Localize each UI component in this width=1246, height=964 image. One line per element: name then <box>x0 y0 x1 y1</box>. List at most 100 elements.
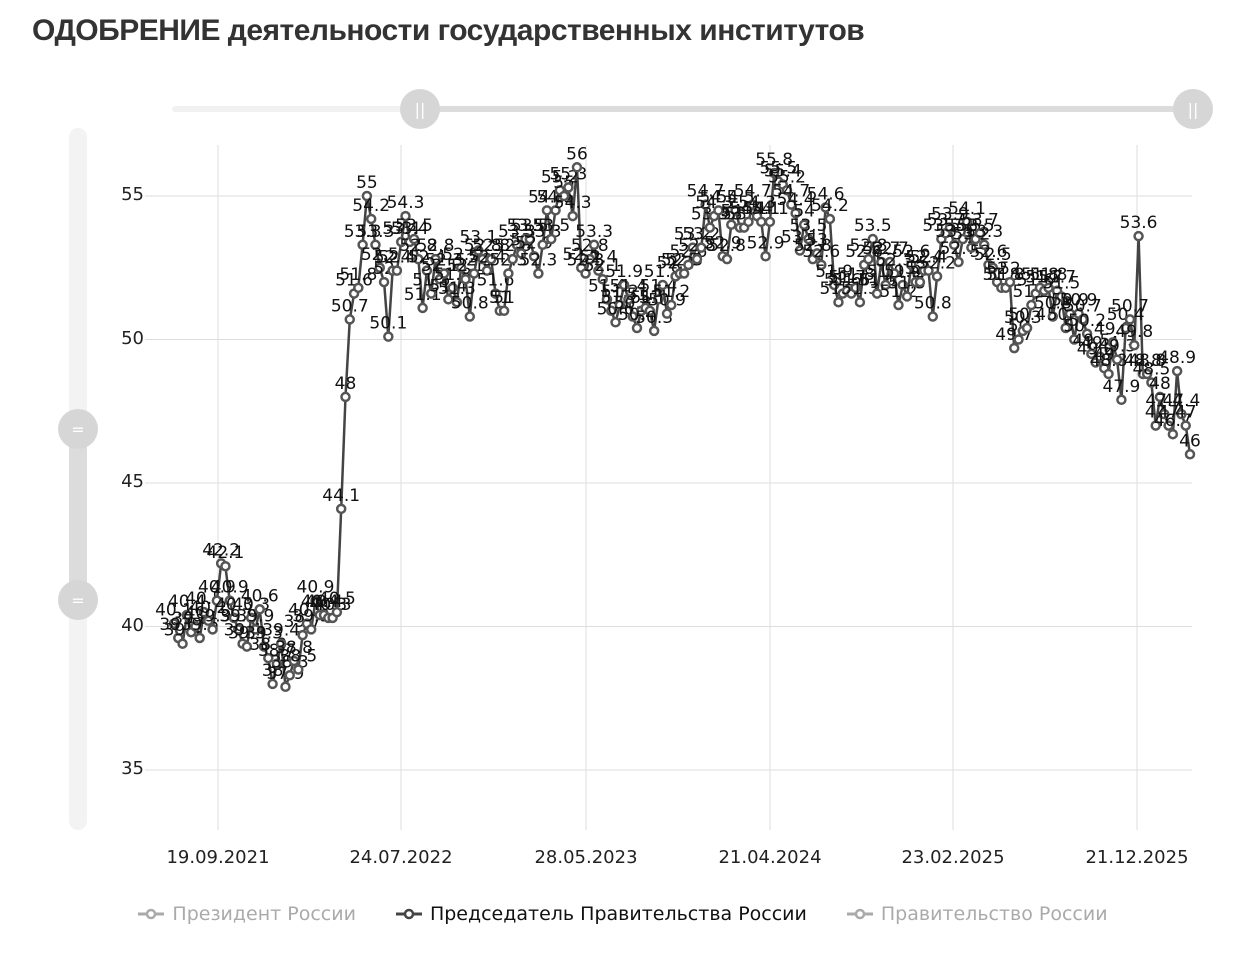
data-point[interactable] <box>863 253 874 265</box>
data-point[interactable] <box>498 305 510 317</box>
data-point[interactable] <box>297 629 308 641</box>
data-point[interactable] <box>1094 351 1106 362</box>
data-point[interactable] <box>293 664 304 675</box>
x-range-end-handle[interactable]: || <box>1173 89 1213 129</box>
data-point[interactable] <box>1081 328 1093 340</box>
data-point[interactable] <box>378 276 390 288</box>
data-point[interactable] <box>906 259 917 271</box>
data-point[interactable] <box>606 305 617 317</box>
data-point[interactable] <box>820 202 831 213</box>
data-point[interactable] <box>271 658 283 670</box>
data-point[interactable] <box>1120 322 1131 334</box>
data-point[interactable] <box>1184 449 1196 460</box>
data-point[interactable] <box>365 213 377 225</box>
data-point[interactable] <box>353 282 364 294</box>
data-point[interactable] <box>447 282 458 294</box>
data-point[interactable] <box>610 317 621 328</box>
data-point[interactable] <box>1086 348 1097 360</box>
data-point[interactable] <box>1047 311 1059 322</box>
data-point[interactable] <box>203 615 214 627</box>
data-point[interactable] <box>1008 342 1020 354</box>
data-point[interactable] <box>1146 377 1157 388</box>
data-point[interactable] <box>803 233 814 245</box>
data-point[interactable] <box>696 242 707 253</box>
data-point[interactable] <box>768 167 780 179</box>
data-point[interactable] <box>850 282 861 294</box>
data-point[interactable] <box>233 624 244 635</box>
data-point[interactable] <box>691 253 703 265</box>
data-point[interactable] <box>284 670 295 681</box>
data-point[interactable] <box>1103 368 1114 380</box>
data-point[interactable] <box>417 302 428 314</box>
data-point[interactable] <box>331 606 343 618</box>
data-point[interactable] <box>794 245 806 256</box>
data-point[interactable] <box>623 294 634 305</box>
data-point[interactable] <box>704 222 716 233</box>
data-point[interactable] <box>344 314 356 325</box>
data-point[interactable] <box>511 239 523 251</box>
data-point[interactable] <box>1111 354 1123 365</box>
data-point[interactable] <box>833 296 844 308</box>
data-point[interactable] <box>953 256 964 268</box>
x-range-start-handle[interactable]: || <box>400 89 440 129</box>
data-point[interactable] <box>1167 428 1179 440</box>
data-point[interactable] <box>781 185 793 196</box>
data-point[interactable] <box>275 638 287 649</box>
data-point[interactable] <box>790 207 801 219</box>
data-point[interactable] <box>588 239 600 251</box>
data-point[interactable] <box>974 228 986 239</box>
data-point[interactable] <box>455 262 467 273</box>
data-point[interactable] <box>571 162 583 173</box>
data-point[interactable] <box>661 308 673 319</box>
data-point[interactable] <box>361 190 373 202</box>
data-point[interactable] <box>468 268 480 279</box>
data-point[interactable] <box>207 624 218 635</box>
data-point[interactable] <box>245 612 257 624</box>
data-point[interactable] <box>760 251 771 262</box>
data-point[interactable] <box>948 239 960 251</box>
data-point[interactable] <box>1163 420 1174 431</box>
data-point[interactable] <box>507 253 518 265</box>
data-point[interactable] <box>1180 420 1191 431</box>
data-point[interactable] <box>190 621 201 632</box>
data-point[interactable] <box>1116 394 1127 406</box>
y-range-slider-selection[interactable] <box>69 430 87 600</box>
data-point[interactable] <box>545 233 557 245</box>
data-point[interactable] <box>1129 339 1140 351</box>
data-point[interactable] <box>828 279 840 291</box>
data-point[interactable] <box>700 199 711 210</box>
data-point[interactable] <box>541 205 553 216</box>
data-point[interactable] <box>944 222 956 233</box>
data-point[interactable] <box>923 265 934 276</box>
data-point[interactable] <box>305 624 317 635</box>
data-point[interactable] <box>871 288 883 299</box>
data-point[interactable] <box>957 233 969 245</box>
data-point[interactable] <box>961 216 973 228</box>
data-point[interactable] <box>824 213 836 225</box>
data-point[interactable] <box>888 268 900 279</box>
data-point[interactable] <box>1043 282 1054 294</box>
data-point[interactable] <box>524 233 536 245</box>
data-point[interactable] <box>425 288 437 299</box>
data-point[interactable] <box>563 182 574 193</box>
data-point[interactable] <box>1069 334 1080 345</box>
data-point[interactable] <box>335 503 347 515</box>
data-point[interactable] <box>220 560 231 572</box>
data-point[interactable] <box>310 595 321 606</box>
series-prime-minister[interactable]: 40.139.639.440.439.84039.640.540.239.940… <box>155 144 1201 693</box>
data-point[interactable] <box>644 305 656 317</box>
data-point[interactable] <box>1004 276 1016 288</box>
data-point[interactable] <box>593 265 604 276</box>
data-point[interactable] <box>627 311 638 322</box>
data-point[interactable] <box>618 279 630 291</box>
data-point[interactable] <box>168 618 180 629</box>
data-point[interactable] <box>601 294 613 305</box>
data-point[interactable] <box>893 299 904 311</box>
data-point[interactable] <box>730 205 741 216</box>
data-point[interactable] <box>1013 334 1024 345</box>
data-point[interactable] <box>1133 230 1144 242</box>
data-point[interactable] <box>1176 408 1187 420</box>
legend-item-prime-minister[interactable]: Председатель Правительства России <box>395 903 807 925</box>
data-point[interactable] <box>867 233 879 245</box>
data-point[interactable] <box>966 242 977 253</box>
